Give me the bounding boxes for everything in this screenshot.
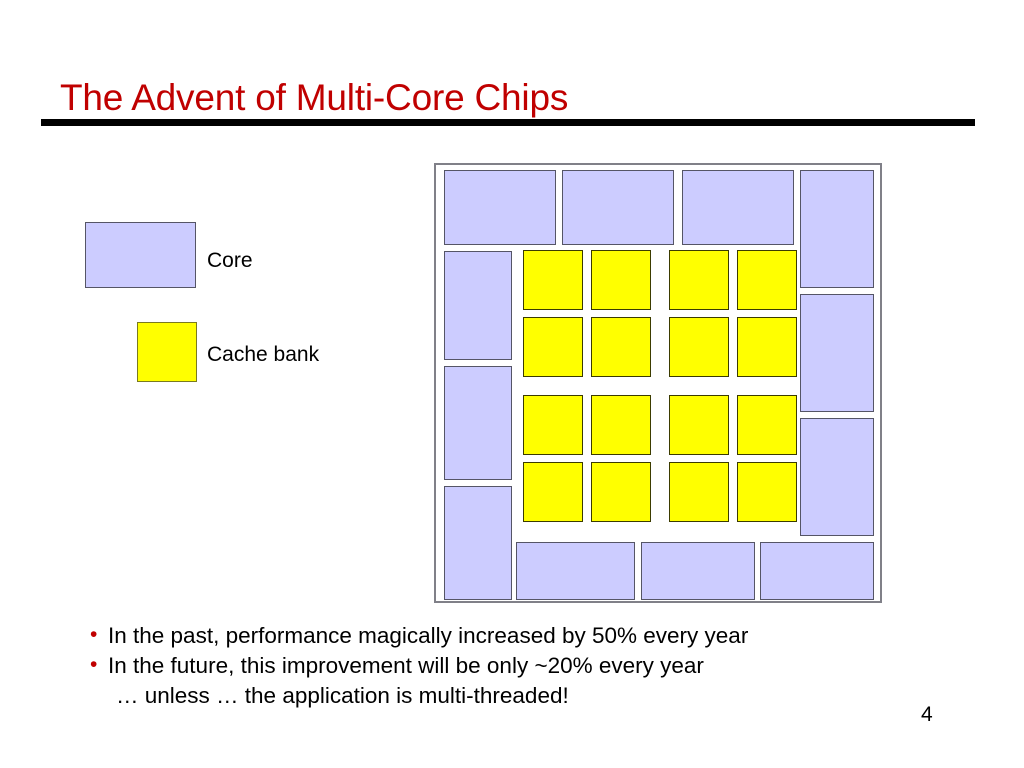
core-right-1 xyxy=(800,170,874,288)
core-left-2 xyxy=(444,366,512,480)
title-divider xyxy=(41,119,975,126)
bullet-continuation: … unless … the application is multi-thre… xyxy=(116,683,569,708)
core-top-1 xyxy=(444,170,556,245)
core-right-2 xyxy=(800,294,874,412)
cache-bank-r2-c4 xyxy=(737,317,797,377)
cache-bank-r4-c4 xyxy=(737,462,797,522)
core-top-3 xyxy=(682,170,794,245)
core-left-1 xyxy=(444,251,512,360)
legend-core-label: Core xyxy=(207,249,253,272)
cache-bank-r3-c2 xyxy=(591,395,651,455)
bullet-item: In the past, performance magically incre… xyxy=(86,620,986,651)
core-bottom-1 xyxy=(516,542,635,600)
bullet-item: In the future, this improvement will be … xyxy=(86,650,986,681)
cache-bank-r1-c1 xyxy=(523,250,583,310)
cache-bank-r4-c2 xyxy=(591,462,651,522)
legend-core-swatch xyxy=(85,222,196,288)
cache-bank-r1-c3 xyxy=(669,250,729,310)
page-title: The Advent of Multi-Core Chips xyxy=(60,76,569,118)
page-number: 4 xyxy=(921,703,933,726)
legend-cache-label: Cache bank xyxy=(207,343,320,366)
cache-bank-r4-c3 xyxy=(669,462,729,522)
legend-cache-swatch xyxy=(137,322,197,382)
cache-bank-r2-c1 xyxy=(523,317,583,377)
cache-bank-r3-c4 xyxy=(737,395,797,455)
cache-bank-r1-c2 xyxy=(591,250,651,310)
chip-diagram xyxy=(434,163,882,603)
core-bottom-3 xyxy=(760,542,874,600)
core-right-3 xyxy=(800,418,874,536)
bullet-list: In the past, performance magically incre… xyxy=(86,620,986,711)
cache-bank-r2-c2 xyxy=(591,317,651,377)
cache-bank-r3-c1 xyxy=(523,395,583,455)
cache-bank-r3-c3 xyxy=(669,395,729,455)
core-bottom-2 xyxy=(641,542,755,600)
cache-bank-r4-c1 xyxy=(523,462,583,522)
core-top-2 xyxy=(562,170,674,245)
cache-bank-r2-c3 xyxy=(669,317,729,377)
cache-bank-r1-c4 xyxy=(737,250,797,310)
core-left-3 xyxy=(444,486,512,600)
